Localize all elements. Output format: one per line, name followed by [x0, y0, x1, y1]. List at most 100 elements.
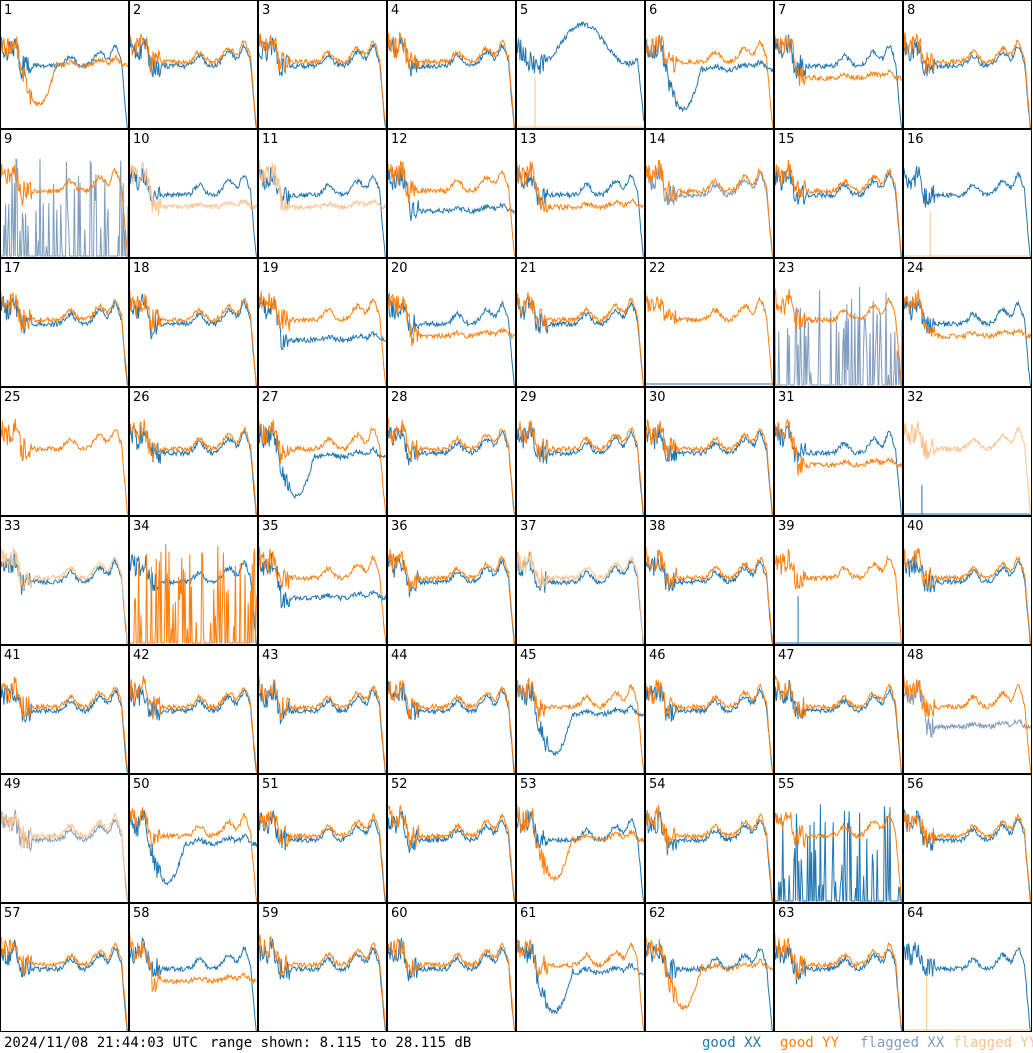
tile-label: 21	[520, 261, 537, 276]
series-yy-line	[259, 547, 386, 644]
tile-6: 6	[645, 0, 774, 129]
tile-label: 58	[133, 906, 150, 921]
series-xx-line	[388, 426, 515, 515]
series-yy-line	[259, 934, 386, 1031]
tile-frame	[258, 516, 387, 645]
tile-label: 4	[391, 3, 399, 18]
tile-51: 51	[258, 774, 387, 903]
tile-frame	[258, 0, 387, 129]
series-yy-line	[904, 289, 1031, 340]
tile-label: 20	[391, 261, 408, 276]
tile-label: 52	[391, 777, 408, 792]
tile-label: 63	[778, 906, 795, 921]
tile-frame	[774, 516, 903, 645]
tile-label: 14	[649, 132, 666, 147]
tile-21: 21	[516, 258, 645, 387]
series-yy-line	[904, 548, 1031, 644]
tile-13: 13	[516, 129, 645, 258]
tile-frame	[516, 0, 645, 129]
series-xx-line	[517, 551, 644, 644]
tile-frame	[645, 387, 774, 516]
tile-17: 17	[0, 258, 129, 387]
series-yy-line	[259, 419, 386, 515]
tile-frame	[387, 645, 516, 774]
tile-23: 23	[774, 258, 903, 387]
series-yy-line	[904, 32, 1031, 128]
series-yy-line	[904, 675, 1031, 773]
tile-35: 35	[258, 516, 387, 645]
series-yy-line	[259, 32, 386, 128]
tile-label: 36	[391, 519, 408, 534]
series-xx-line	[904, 484, 1031, 515]
series-yy-line	[1, 36, 128, 107]
tile-frame	[774, 0, 903, 129]
tile-24: 24	[903, 258, 1032, 387]
series-yy-line	[130, 675, 257, 773]
series-yy-line	[517, 938, 644, 1031]
tile-10: 10	[129, 129, 258, 258]
tile-19: 19	[258, 258, 387, 387]
tile-40: 40	[903, 516, 1032, 645]
series-yy-line	[517, 550, 644, 644]
tile-frame	[129, 258, 258, 387]
tile-47: 47	[774, 645, 903, 774]
tile-label: 6	[649, 3, 657, 18]
tile-frame	[387, 129, 516, 258]
series-yy-line	[130, 289, 257, 386]
tile-31: 31	[774, 387, 903, 516]
tile-label: 12	[391, 132, 408, 147]
tile-frame	[387, 903, 516, 1032]
tile-58: 58	[129, 903, 258, 1032]
tile-label: 45	[520, 648, 537, 663]
series-yy-line	[130, 933, 257, 993]
series-yy-line	[1, 418, 128, 515]
tile-frame	[129, 516, 258, 645]
series-yy-line	[259, 810, 386, 902]
series-xx-line	[775, 804, 902, 902]
tile-frame	[0, 387, 129, 516]
series-yy-line	[646, 292, 773, 386]
tile-label: 18	[133, 261, 150, 276]
series-xx-line	[1, 292, 128, 386]
tile-label: 56	[907, 777, 924, 792]
tile-28: 28	[387, 387, 516, 516]
tile-frame	[516, 645, 645, 774]
series-yy-line	[1, 937, 128, 1031]
tile-label: 3	[262, 3, 270, 18]
series-yy-line	[646, 937, 773, 1010]
tile-frame	[258, 387, 387, 516]
tile-7: 7	[774, 0, 903, 129]
tile-36: 36	[387, 516, 516, 645]
tile-8: 8	[903, 0, 1032, 129]
tile-label: 42	[133, 648, 150, 663]
tile-label: 49	[4, 777, 21, 792]
series-xx-line	[1, 158, 128, 257]
series-xx-line	[517, 939, 644, 1015]
tile-label: 41	[4, 648, 21, 663]
series-yy-line	[388, 804, 515, 902]
tile-39: 39	[774, 516, 903, 645]
tile-label: 43	[262, 648, 279, 663]
tile-frame	[258, 903, 387, 1032]
tile-42: 42	[129, 645, 258, 774]
series-yy-line	[775, 418, 902, 476]
tile-label: 44	[391, 648, 408, 663]
series-xx-line	[130, 684, 257, 773]
series-xx-line	[130, 810, 257, 886]
series-yy-line	[130, 807, 257, 902]
series-yy-line	[259, 160, 386, 212]
tile-label: 61	[520, 906, 537, 921]
tile-frame	[129, 129, 258, 258]
series-yy-line	[388, 417, 515, 515]
tile-label: 47	[778, 648, 795, 663]
series-xx-line	[775, 165, 902, 257]
series-yy-line	[259, 291, 386, 386]
tile-20: 20	[387, 258, 516, 387]
tile-frame	[516, 387, 645, 516]
tile-label: 59	[262, 906, 279, 921]
tile-label: 35	[262, 519, 279, 534]
series-yy-line	[388, 292, 515, 347]
tile-49: 49	[0, 774, 129, 903]
tile-label: 32	[907, 390, 924, 405]
